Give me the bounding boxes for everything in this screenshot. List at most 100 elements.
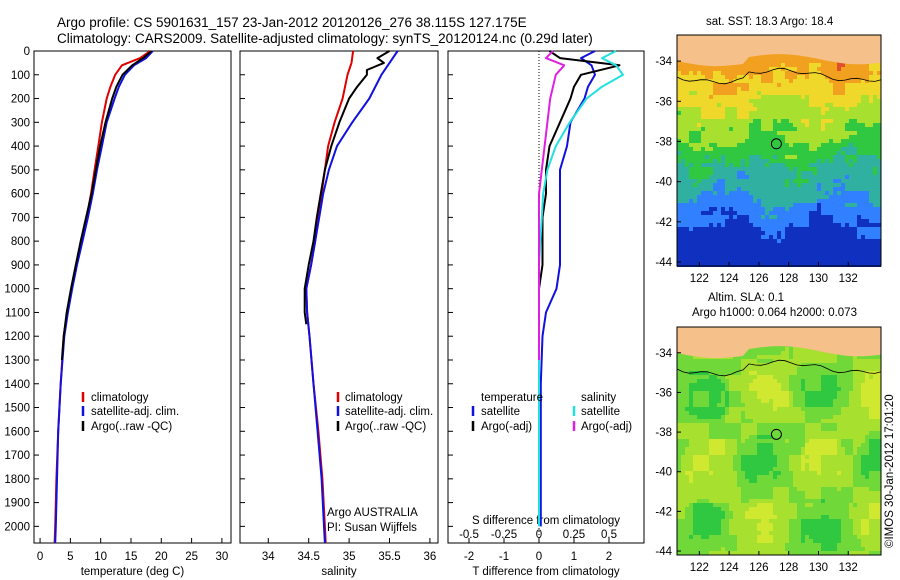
salinity-panel: 34 34.5 35 35.5 36 salinity [239,50,439,578]
y-tick-label: 800 [11,236,30,248]
x-tick-label: 130 [809,562,828,574]
y-tick-label: 1500 [4,403,30,415]
series-line-satellite-adj-clim- [305,50,399,544]
x2-axis-label: S difference from climatology [472,515,620,527]
sla-map-subtitle: Argo h1000: 0.064 h2000: 0.073 [692,307,857,319]
series-line-satellite [538,50,624,527]
y-tick-label: 1800 [4,474,30,486]
depth-contour [676,67,882,85]
x2-tick-label: -0.5 [459,529,479,541]
temperature-panel: 0100200300400500600700800900100011001200… [4,46,232,578]
sst-map-title: sat. SST: 18.3 Argo: 18.4 [706,16,834,28]
legend-argo: Argo(..raw -QC) [345,421,426,433]
y-tick-label: 600 [11,189,30,201]
y-tick-label: 1900 [4,498,30,510]
y-tick-label: -38 [655,427,672,439]
x-tick-label: 132 [839,273,858,285]
x-tick-label: 0 [37,551,43,563]
legend-satellite: satellite-adj. clim. [91,406,179,418]
x-tick-label: 5 [67,551,73,563]
y-tick-label: 2000 [4,521,30,533]
x-axis-label: salinity [321,566,356,578]
x-tick-label: 36 [424,551,437,563]
y-tick-label: 300 [11,117,30,129]
y-tick-label: 1200 [4,331,30,343]
header-line2: Climatology: CARS2009. Satellite-adjuste… [57,31,593,46]
sla-map-title: Altim. SLA: 0.1 [708,292,784,304]
x-tick-label: 34.5 [297,551,319,563]
y-tick-label: 700 [11,212,30,224]
y-tick-label: 0 [24,46,30,58]
x-tick-label: 126 [749,562,768,574]
plot-frame [33,50,232,544]
y-tick-label: -34 [655,348,672,360]
salinity-legend: climatology satellite-adj. clim. Argo(..… [336,392,433,433]
x-tick-label: 1 [571,551,577,563]
legend-t-argo: Argo(-adj) [481,421,532,433]
legend-salinity-title: salinity [581,392,616,404]
x-tick-label: 124 [720,273,740,285]
series-line-argo-raw-qc- [60,50,153,361]
y-tick-label: -34 [655,56,672,68]
x-tick-label: 30 [216,551,229,563]
map-frame [676,326,882,556]
y-tick-label: -42 [655,506,672,518]
x-tick-label: 132 [839,562,858,574]
x2-tick-label: 0.5 [601,529,617,541]
y-tick-label: 1600 [4,426,30,438]
y-tick-label: -44 [655,546,672,558]
sla-map: 122 124 126 128 130 132 -34 -36 -38 -40 -42 -44 [655,326,882,574]
y-tick-label: 1100 [5,307,30,319]
y-tick-label: 900 [11,260,30,272]
x-tick-label: 20 [155,551,168,563]
x-tick-label: 0 [536,551,542,563]
y-tick-label: 1700 [4,450,30,462]
y-tick-label: -40 [655,467,672,479]
x-tick-label: 2 [606,551,612,563]
series-line-argo-adj- [538,50,566,360]
x-tick-label: 128 [779,562,798,574]
y-tick-label: 500 [11,165,30,177]
legend-t-satellite: satellite [481,406,520,418]
program-label: Argo AUSTRALIA [327,507,418,519]
y-tick-label: 1300 [4,355,30,367]
x-tick-label: 122 [690,273,709,285]
difference-legend: temperature salinity satellite Argo(-adj… [471,392,632,433]
y-tick-label: -36 [655,387,672,399]
x-tick-label: 126 [749,273,768,285]
x-tick-label: 10 [94,551,107,563]
legend-s-argo: Argo(-adj) [581,421,632,433]
x-tick-label: 124 [720,562,740,574]
series-line-satellite [539,50,596,527]
land [677,35,881,67]
x-tick-label: 35.5 [378,551,400,563]
y-tick-label: -40 [655,177,672,189]
x-tick-label: 15 [125,551,138,563]
x-tick-label: 130 [809,273,828,285]
legend-climatology: climatology [345,392,403,404]
y-tick-label: 100 [11,70,30,82]
y-tick-label: -38 [655,136,672,148]
x-tick-label: 25 [185,551,198,563]
x-tick-label: 34 [262,551,275,563]
x-axis-label: temperature (deg C) [81,566,185,578]
legend-argo: Argo(..raw -QC) [91,421,172,433]
plot-frame [447,50,645,544]
y-tick-label: 1000 [4,284,30,296]
x-tick-label: -1 [499,551,509,563]
y-tick-label: -44 [655,257,672,269]
argo-position-marker [770,138,782,150]
plot-frame [239,50,439,544]
y-tick-label: -42 [655,217,672,229]
imos-credit: ©IMOS 30-Jan-2012 17:01:20 [884,394,896,548]
x-tick-label: 35 [343,551,356,563]
x-tick-label: 122 [690,562,709,574]
map-frame [676,34,882,267]
temperature-legend: climatology satellite-adj. clim. Argo(..… [81,392,179,433]
y-tick-label: 200 [11,94,30,106]
y-tick-label: 1400 [4,379,30,391]
x-tick-label: -2 [464,551,474,563]
legend-climatology: climatology [91,392,149,404]
y-tick-label: -36 [655,96,672,108]
